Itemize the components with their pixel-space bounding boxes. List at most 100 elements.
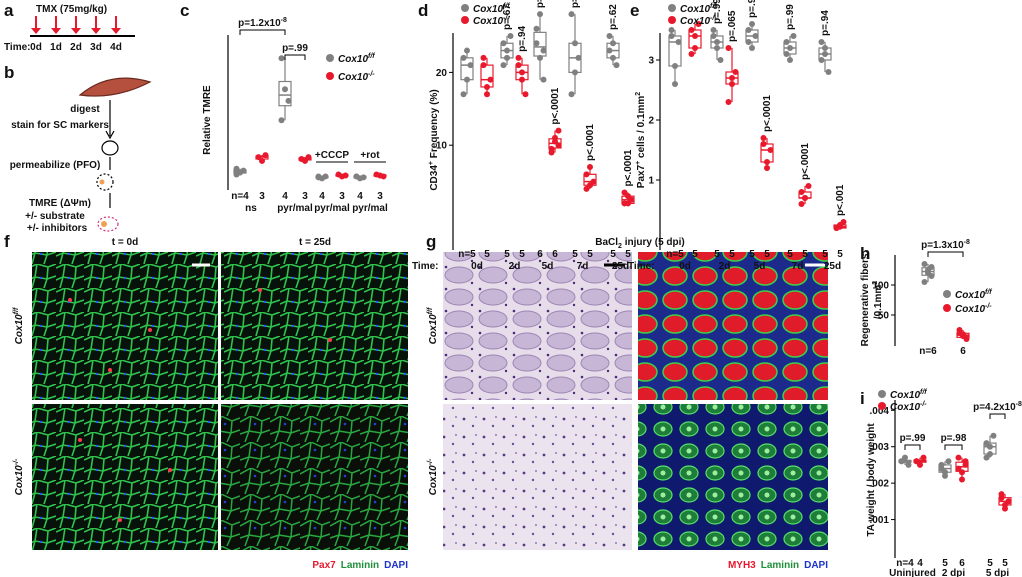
y-axis-label: CD34+ Frequency (%): [428, 89, 440, 190]
y-tick-label: .001: [870, 515, 890, 526]
n-label: 5: [714, 249, 720, 260]
data-point: [783, 39, 790, 45]
n-label: 4: [282, 191, 288, 202]
p-value: p=.62: [608, 4, 619, 30]
data-point: [802, 195, 808, 201]
text-part: -/-: [920, 401, 927, 408]
micrograph: [638, 252, 828, 400]
data-point: [822, 51, 828, 57]
stain-name: Laminin: [761, 560, 799, 571]
data-point: [668, 33, 675, 39]
n-label: 5: [942, 558, 948, 569]
text-part: CD34: [429, 165, 440, 191]
n-label: 5: [822, 249, 828, 260]
data-point: [500, 40, 507, 47]
data-point: [540, 47, 547, 54]
text-part: p=4.2x10: [973, 402, 1016, 413]
text-part: /0.1mm: [873, 285, 884, 320]
significance-bracket: [927, 251, 964, 257]
data-point: [695, 21, 702, 27]
significance-bracket: [284, 54, 306, 60]
treatment-label: +rot: [360, 150, 380, 161]
panel-title: BaCl2 injury (5 dpi): [595, 237, 684, 250]
x-tick-label: 5d: [542, 261, 554, 272]
x-tick-label: 25d: [612, 261, 629, 272]
data-point: [938, 461, 945, 468]
stain-legend: Pax7 Laminin DAPI: [312, 560, 408, 571]
p-value: p<.0001: [623, 149, 634, 186]
x-tick-label: 5 dpi: [986, 568, 1010, 577]
text-part: Cox10: [338, 72, 368, 83]
data-point: [625, 200, 631, 207]
column-title: t = 25d: [299, 237, 331, 248]
data-point: [360, 174, 367, 181]
x-tick-label: 7d: [577, 261, 589, 272]
legend-label: Cox10f/f: [955, 289, 992, 301]
n-label: 5: [802, 249, 808, 260]
data-point: [942, 469, 948, 476]
p-value: p=.94: [517, 26, 528, 52]
data-point: [533, 40, 540, 47]
text-part: cells / 0.1mm: [636, 96, 647, 161]
data-point: [464, 76, 470, 83]
text-part: Cox10: [473, 4, 503, 15]
data-point: [233, 171, 240, 178]
y-tick-label: 100: [872, 281, 889, 292]
y-axis-label: Pax7+ cells / 0.1mm2: [635, 92, 647, 189]
significance-bracket: [944, 444, 963, 450]
data-point: [714, 39, 720, 45]
y-tick-label: .004: [870, 406, 890, 417]
legend-label: Cox10-/-: [680, 15, 717, 27]
text-part: f/f: [427, 307, 434, 314]
p-value: p=.99: [282, 43, 308, 54]
n-label: 5: [729, 249, 735, 260]
data-point: [987, 443, 993, 450]
data-point: [729, 81, 735, 87]
data-point: [688, 27, 695, 33]
data-point: [921, 279, 928, 285]
text-part: -/-: [13, 458, 20, 465]
n-label: 5: [484, 249, 490, 260]
micrograph: [221, 252, 408, 400]
text-part: 2: [618, 243, 622, 250]
data-point: [928, 264, 935, 270]
text-part: -/-: [368, 71, 375, 78]
data-point: [963, 334, 970, 341]
data-point: [606, 47, 613, 54]
text-part: -/-: [503, 15, 510, 22]
p-value: p=4.2x10-8: [973, 401, 1022, 413]
data-point: [467, 62, 474, 69]
day: 4d: [110, 42, 122, 53]
data-point: [764, 159, 770, 165]
panel-label: d: [418, 1, 428, 20]
x-tick-label: 7d: [792, 261, 804, 272]
n-label: 6: [537, 249, 543, 260]
legend-marker: [461, 4, 469, 12]
text-part: p=.99: [282, 43, 308, 54]
data-point: [787, 57, 793, 63]
data-point: [568, 91, 575, 98]
x-tick-label: 5d: [754, 261, 766, 272]
data-point: [805, 183, 812, 189]
n-label: 3: [259, 191, 265, 202]
n-label: 6: [960, 346, 966, 357]
legend-label: Cox10f/f: [890, 389, 927, 401]
box: [480, 64, 494, 88]
data-point: [353, 173, 360, 180]
row-label: Cox10f/f: [427, 307, 439, 344]
data-point: [818, 57, 825, 63]
data-point: [959, 476, 965, 483]
n-label: 5: [504, 249, 510, 260]
stain-name: DAPI: [384, 560, 408, 571]
data-point: [460, 54, 467, 61]
text-part: Cox10: [680, 4, 710, 15]
treatment-label: +CCCP: [315, 150, 350, 161]
data-point: [956, 327, 963, 333]
text-part: Cox10: [680, 16, 710, 27]
significance-bracket: [989, 413, 1006, 419]
n-label: 5: [764, 249, 770, 260]
legend-marker: [326, 54, 334, 62]
x-tick-label: 2d: [719, 261, 731, 272]
data-point: [480, 54, 487, 61]
data-point: [548, 149, 555, 156]
